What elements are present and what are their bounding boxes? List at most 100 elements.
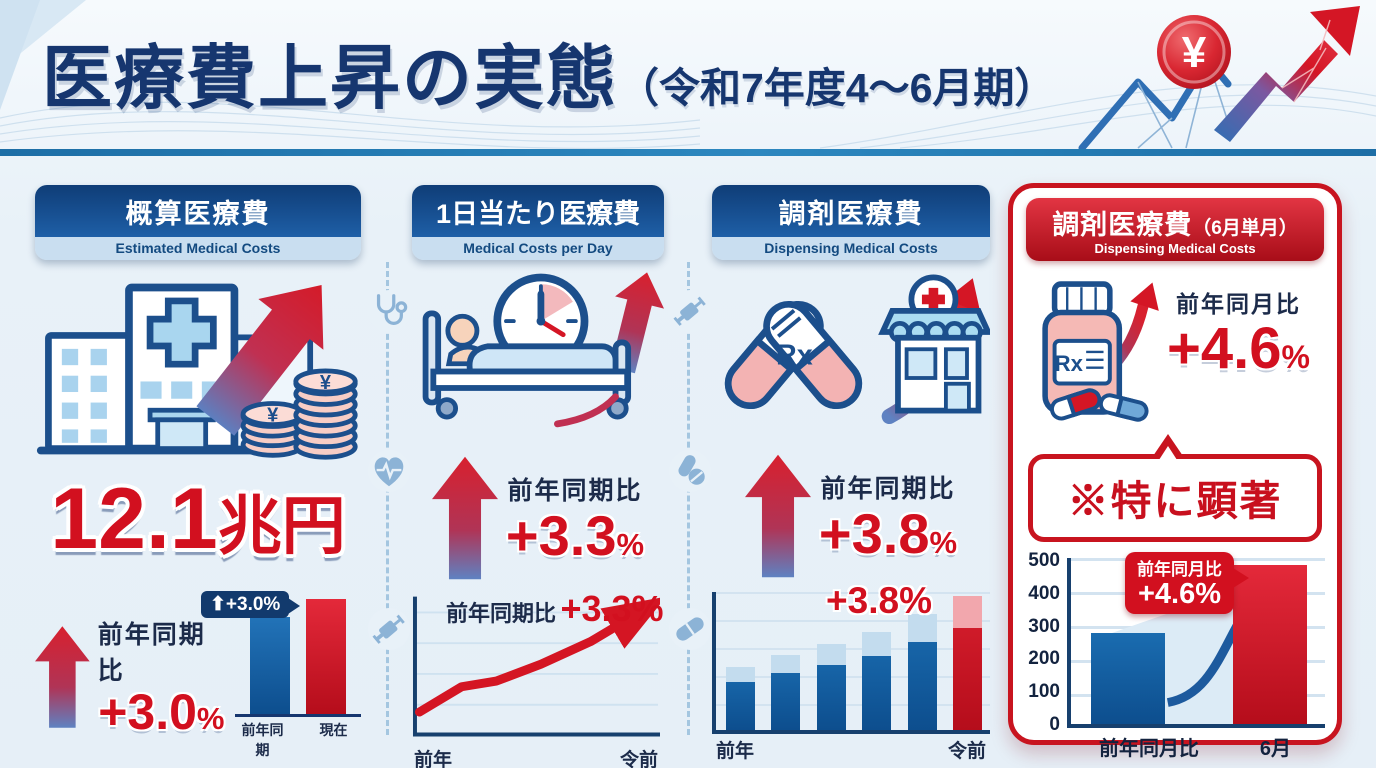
estimated-mini-chart-bars (235, 599, 361, 717)
capsule-icon (669, 608, 711, 650)
panel-subtitle-en: Dispensing Medical Costs (1094, 241, 1256, 256)
yoy-text: 前年同期比 +3.0% (98, 615, 225, 738)
bar (816, 644, 846, 730)
y-tick: 100 (1028, 681, 1060, 703)
section-per-day-costs: 1日当たり医療費 Medical Costs per Day (412, 185, 667, 768)
bar-label: 6月 (1259, 738, 1291, 760)
bar-cap (726, 666, 755, 682)
bar (1091, 632, 1165, 724)
yoy-value: +3.0% (98, 687, 224, 738)
panel-title-note: （6月単月） (1192, 218, 1298, 239)
total-cost-number: 12.1 (50, 471, 218, 567)
section-subtitle-en: Dispensing Medical Costs (712, 237, 990, 260)
bar (952, 596, 982, 730)
rx-symbol: Rx (1055, 351, 1084, 376)
featured-panel-dispensing-june: 調剤医療費（6月単月） Dispensing Medical Costs Rx (1008, 183, 1342, 760)
bar (726, 666, 755, 730)
section-divider (669, 262, 711, 735)
section-title: 概算医療費 (35, 185, 361, 237)
estimated-mini-chart: ⬆+3.0% 前年同期 現在 (201, 591, 361, 760)
coin-yen-symbol: ¥ (267, 405, 279, 427)
annotation-value: +3.3% (560, 588, 664, 629)
yoy-value: +4.6% (1167, 319, 1310, 378)
stethoscope-icon (368, 290, 410, 332)
line-chart-plot (412, 596, 667, 737)
y-tick: 200 (1028, 648, 1060, 670)
total-cost-value: 12.1兆円 (35, 470, 361, 569)
header-divider-bar (0, 149, 1376, 156)
yoy-label: 前年同期比 (97, 621, 206, 685)
bar (1233, 564, 1307, 724)
bar (907, 614, 937, 730)
annotation-label: 前年同期比 (446, 601, 557, 626)
yoy-value: +3.8% (819, 505, 957, 562)
per-day-line-chart: 前年同期比 +3.3% 前年 令前 (412, 588, 667, 768)
page-title: 医療費上昇の実態 （令和7年度4〜6月期） (42, 22, 1055, 123)
syringe-icon (368, 608, 410, 650)
bar-cap (771, 655, 801, 674)
y-tick: 0 (1049, 713, 1060, 735)
yoy-label: 前年同期比 (507, 477, 643, 506)
total-cost-unit: 兆円 (217, 490, 346, 562)
yoy-text: 前年同期比 +3.3% (506, 471, 644, 564)
section-header: 概算医療費 Estimated Medical Costs (35, 185, 361, 260)
bar-cap (952, 596, 982, 629)
dispensing-bar-chart-plot (712, 592, 990, 734)
section-estimated-costs: 概算医療費 Estimated Medical Costs (35, 185, 361, 760)
yoy-value-unit: % (196, 701, 225, 736)
header-wave-decoration (0, 0, 1376, 150)
mini-bar (306, 599, 346, 714)
panel-title-main: 調剤医療費 (1052, 210, 1193, 240)
y-tick: 300 (1028, 615, 1060, 637)
yoy-label: 前年同期比 (820, 475, 956, 504)
yen-coin-symbol: ¥ (1182, 28, 1207, 77)
bar (862, 632, 892, 730)
patient-bed-clock-illustration (422, 272, 664, 428)
page-title-period: （令和7年度4〜6月期） (618, 65, 1056, 111)
x-label-left: 前年 (716, 741, 755, 762)
yen-coin-icon (1157, 15, 1231, 89)
yoy-text: 前年同期比 +3.8% (819, 469, 957, 562)
x-label-left: 前年 (414, 750, 453, 768)
bar-cap (862, 632, 892, 656)
june-chart-plot: 前年同月比 +4.6% (1067, 552, 1325, 728)
panel-header: 調剤医療費（6月単月） Dispensing Medical Costs (1026, 198, 1324, 261)
panel-illustration-row: Rx 前年同月比 +4.6% (1023, 269, 1331, 427)
bar-chart-annotation: +3.8% (826, 580, 932, 621)
june-chart-x-labels: 前年同月比 6月 (1067, 728, 1325, 761)
capsules-pharmacy-illustration: Rx (724, 274, 990, 425)
mini-bar (250, 617, 290, 714)
up-arrow-icon (35, 625, 90, 728)
yoy-value-unit: % (929, 525, 958, 561)
dispensing-bar-chart: +3.8% 前年 令前 (712, 580, 990, 762)
yoy-value-number: +3.8 (818, 502, 930, 566)
yoy-label: 前年同月比 (1175, 291, 1301, 317)
up-arrow-icon (431, 456, 498, 580)
yoy-summary: 前年同期比 +3.3% (412, 456, 664, 580)
pills-icon (669, 450, 711, 492)
mini-chart-badge: ⬆+3.0% (201, 591, 301, 618)
estimated-mini-chart-labels: 前年同期 現在 (235, 720, 361, 760)
x-label-right: 令前 (619, 750, 658, 768)
callout-bubble: ※特に顕著 (1028, 434, 1322, 542)
section-subtitle-en: Estimated Medical Costs (35, 237, 361, 260)
coin-yen-symbol: ¥ (320, 372, 332, 394)
section-header: 1日当たり医療費 Medical Costs per Day (412, 185, 664, 260)
pill-bottle-illustration: Rx (1042, 281, 1159, 422)
badge-label: 前年同月比 (1137, 560, 1222, 579)
line-series (414, 596, 667, 717)
june-chart-badge: 前年同月比 +4.6% (1125, 552, 1249, 614)
mini-bar-label: 現在 (319, 722, 348, 738)
section-title: 調剤医療費 (712, 185, 990, 237)
section-subtitle-en: Medical Costs per Day (412, 237, 664, 260)
yoy-value-number: +3.0 (98, 684, 197, 740)
rx-symbol: Rx (776, 340, 813, 372)
yoy-value-number: +4.6 (1167, 316, 1282, 381)
yoy-value-unit: % (1281, 339, 1310, 375)
badge-value: +4.6% (1137, 578, 1222, 610)
section-header: 調剤医療費 Dispensing Medical Costs (712, 185, 990, 260)
section-divider (368, 262, 410, 735)
section-title: 1日当たり医療費 (412, 185, 664, 237)
x-label-right: 令前 (947, 741, 986, 762)
yoy-value-unit: % (616, 527, 645, 563)
